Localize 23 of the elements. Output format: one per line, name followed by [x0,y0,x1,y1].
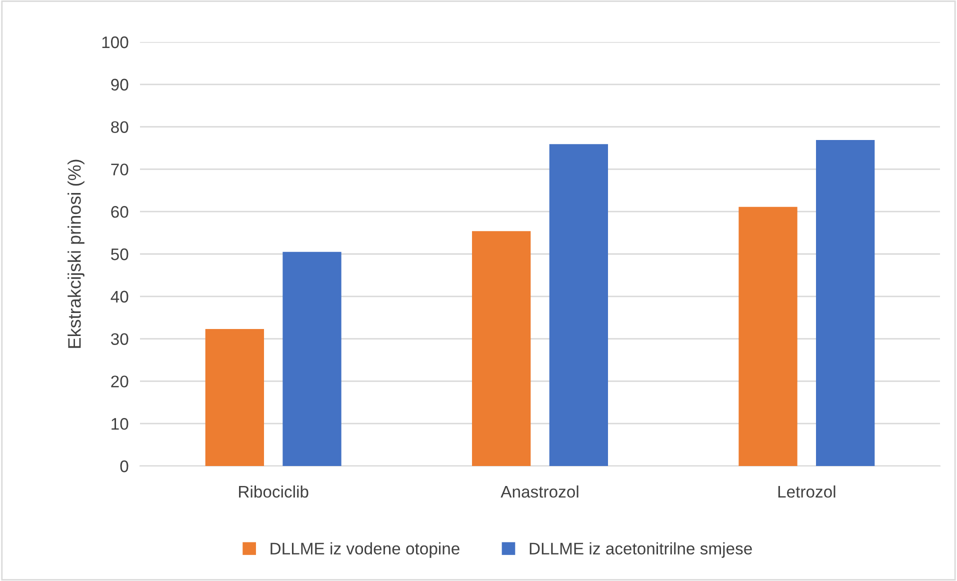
x-tick-label: Anastrozol [500,485,578,498]
y-axis-title: Ekstrakcijski prinosi (%) [68,160,84,348]
bar [282,252,342,466]
y-tick-label: 50 [111,248,128,260]
legend-label: DLLME iz vodene otopine [270,542,460,558]
bar [205,329,264,466]
y-tick-label: 100 [102,36,128,48]
x-tick-label: Letrozol [778,485,836,498]
bar [549,144,608,466]
legend-label: DLLME iz acetonitrilne smjese [530,542,752,558]
y-tick-label: 90 [111,78,128,91]
y-tick-label: 30 [110,333,128,346]
y-tick-label: 20 [111,376,128,388]
bar [738,206,798,466]
bar [816,140,875,466]
y-tick-label: 10 [112,418,128,430]
x-tick-label: Ribociclib [239,485,308,498]
y-tick-label: 60 [111,206,128,218]
y-tick-label: 0 [120,460,128,472]
bar [472,231,531,466]
y-tick-label: 80 [111,121,128,134]
y-tick-label: 70 [111,164,128,176]
y-tick-label: 40 [110,290,128,303]
